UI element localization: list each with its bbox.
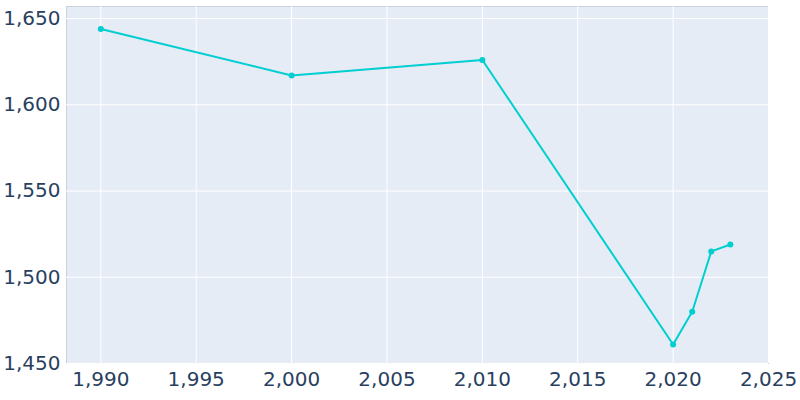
svg-text:1,550: 1,550	[3, 178, 60, 202]
svg-text:1,500: 1,500	[3, 265, 60, 289]
svg-text:2,015: 2,015	[549, 367, 606, 391]
svg-text:2,005: 2,005	[358, 367, 415, 391]
svg-text:1,990: 1,990	[72, 367, 129, 391]
svg-text:2,010: 2,010	[454, 367, 511, 391]
svg-text:1,995: 1,995	[168, 367, 225, 391]
svg-text:2,020: 2,020	[644, 367, 701, 391]
svg-text:1,650: 1,650	[3, 6, 60, 30]
svg-text:1,600: 1,600	[3, 92, 60, 116]
svg-text:2,025: 2,025	[740, 367, 797, 391]
svg-text:2,000: 2,000	[263, 367, 320, 391]
svg-text:1,450: 1,450	[3, 351, 60, 375]
